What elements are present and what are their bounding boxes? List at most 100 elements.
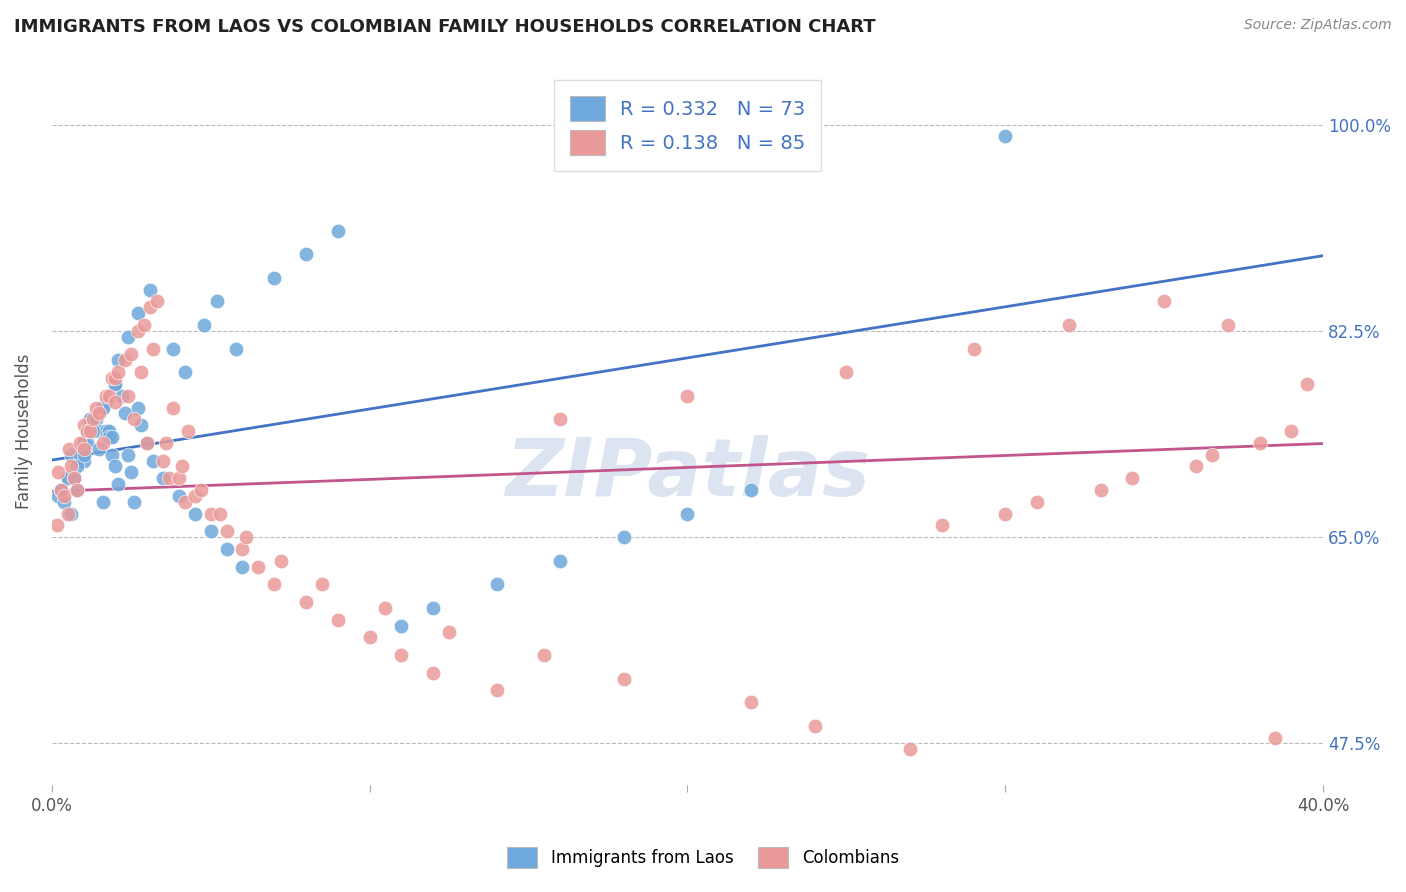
Point bbox=[389, 618, 412, 632]
Point bbox=[139, 283, 162, 297]
Point bbox=[533, 648, 555, 662]
Point bbox=[205, 294, 228, 309]
Point bbox=[94, 389, 117, 403]
Point bbox=[994, 129, 1017, 144]
Point bbox=[107, 365, 129, 379]
Point bbox=[51, 483, 73, 497]
Text: IMMIGRANTS FROM LAOS VS COLOMBIAN FAMILY HOUSEHOLDS CORRELATION CHART: IMMIGRANTS FROM LAOS VS COLOMBIAN FAMILY… bbox=[14, 18, 876, 36]
Point bbox=[104, 394, 127, 409]
Point bbox=[962, 342, 984, 356]
Point bbox=[69, 436, 91, 450]
Point bbox=[162, 401, 184, 415]
Point bbox=[1057, 318, 1080, 332]
Point bbox=[129, 365, 152, 379]
Point bbox=[270, 554, 292, 568]
Point bbox=[167, 471, 190, 485]
Point bbox=[740, 483, 762, 497]
Point bbox=[215, 541, 238, 556]
Point bbox=[63, 471, 86, 485]
Point bbox=[200, 524, 222, 539]
Point bbox=[79, 412, 101, 426]
Point bbox=[162, 342, 184, 356]
Point bbox=[898, 742, 921, 756]
Point bbox=[422, 601, 444, 615]
Point bbox=[104, 376, 127, 391]
Point bbox=[101, 430, 124, 444]
Point bbox=[485, 577, 508, 591]
Point bbox=[97, 424, 120, 438]
Point bbox=[190, 483, 212, 497]
Point bbox=[263, 270, 285, 285]
Point bbox=[152, 471, 174, 485]
Point bbox=[114, 353, 136, 368]
Point bbox=[79, 418, 101, 433]
Point bbox=[145, 294, 167, 309]
Point bbox=[209, 507, 232, 521]
Point bbox=[177, 424, 200, 438]
Point bbox=[994, 507, 1017, 521]
Y-axis label: Family Households: Family Households bbox=[15, 353, 32, 508]
Point bbox=[132, 318, 155, 332]
Point bbox=[263, 577, 285, 591]
Point bbox=[56, 471, 79, 485]
Point bbox=[359, 631, 381, 645]
Point bbox=[107, 477, 129, 491]
Point bbox=[129, 418, 152, 433]
Point bbox=[72, 436, 94, 450]
Point bbox=[59, 507, 82, 521]
Point bbox=[152, 453, 174, 467]
Point bbox=[136, 436, 159, 450]
Legend: R = 0.332   N = 73, R = 0.138   N = 85: R = 0.332 N = 73, R = 0.138 N = 85 bbox=[554, 80, 821, 171]
Point bbox=[120, 466, 142, 480]
Point bbox=[740, 695, 762, 709]
Point bbox=[231, 559, 253, 574]
Point bbox=[91, 401, 114, 415]
Point bbox=[235, 530, 257, 544]
Point bbox=[139, 301, 162, 315]
Point bbox=[89, 406, 111, 420]
Point bbox=[174, 365, 197, 379]
Point bbox=[1185, 459, 1208, 474]
Point bbox=[120, 347, 142, 361]
Point bbox=[389, 648, 412, 662]
Point bbox=[63, 471, 86, 485]
Point bbox=[676, 507, 699, 521]
Point bbox=[167, 489, 190, 503]
Point bbox=[66, 483, 89, 497]
Point bbox=[101, 448, 124, 462]
Point bbox=[127, 401, 149, 415]
Point bbox=[136, 436, 159, 450]
Point bbox=[1090, 483, 1112, 497]
Point bbox=[142, 342, 165, 356]
Point bbox=[231, 541, 253, 556]
Point bbox=[326, 613, 349, 627]
Point bbox=[174, 495, 197, 509]
Point bbox=[485, 683, 508, 698]
Point bbox=[117, 330, 139, 344]
Point bbox=[1249, 436, 1271, 450]
Point bbox=[51, 483, 73, 497]
Point bbox=[56, 507, 79, 521]
Point bbox=[1026, 495, 1049, 509]
Point bbox=[295, 247, 318, 261]
Point bbox=[53, 495, 76, 509]
Point bbox=[97, 389, 120, 403]
Point bbox=[1121, 471, 1143, 485]
Point bbox=[91, 495, 114, 509]
Point bbox=[76, 424, 98, 438]
Point bbox=[46, 466, 69, 480]
Point bbox=[101, 371, 124, 385]
Point bbox=[117, 389, 139, 403]
Point bbox=[76, 436, 98, 450]
Point bbox=[53, 489, 76, 503]
Text: ZIPatlas: ZIPatlas bbox=[505, 434, 870, 513]
Point bbox=[104, 459, 127, 474]
Point bbox=[94, 424, 117, 438]
Point bbox=[45, 518, 67, 533]
Point bbox=[107, 353, 129, 368]
Point bbox=[59, 459, 82, 474]
Point bbox=[56, 471, 79, 485]
Point bbox=[215, 524, 238, 539]
Point bbox=[63, 471, 86, 485]
Point bbox=[124, 495, 146, 509]
